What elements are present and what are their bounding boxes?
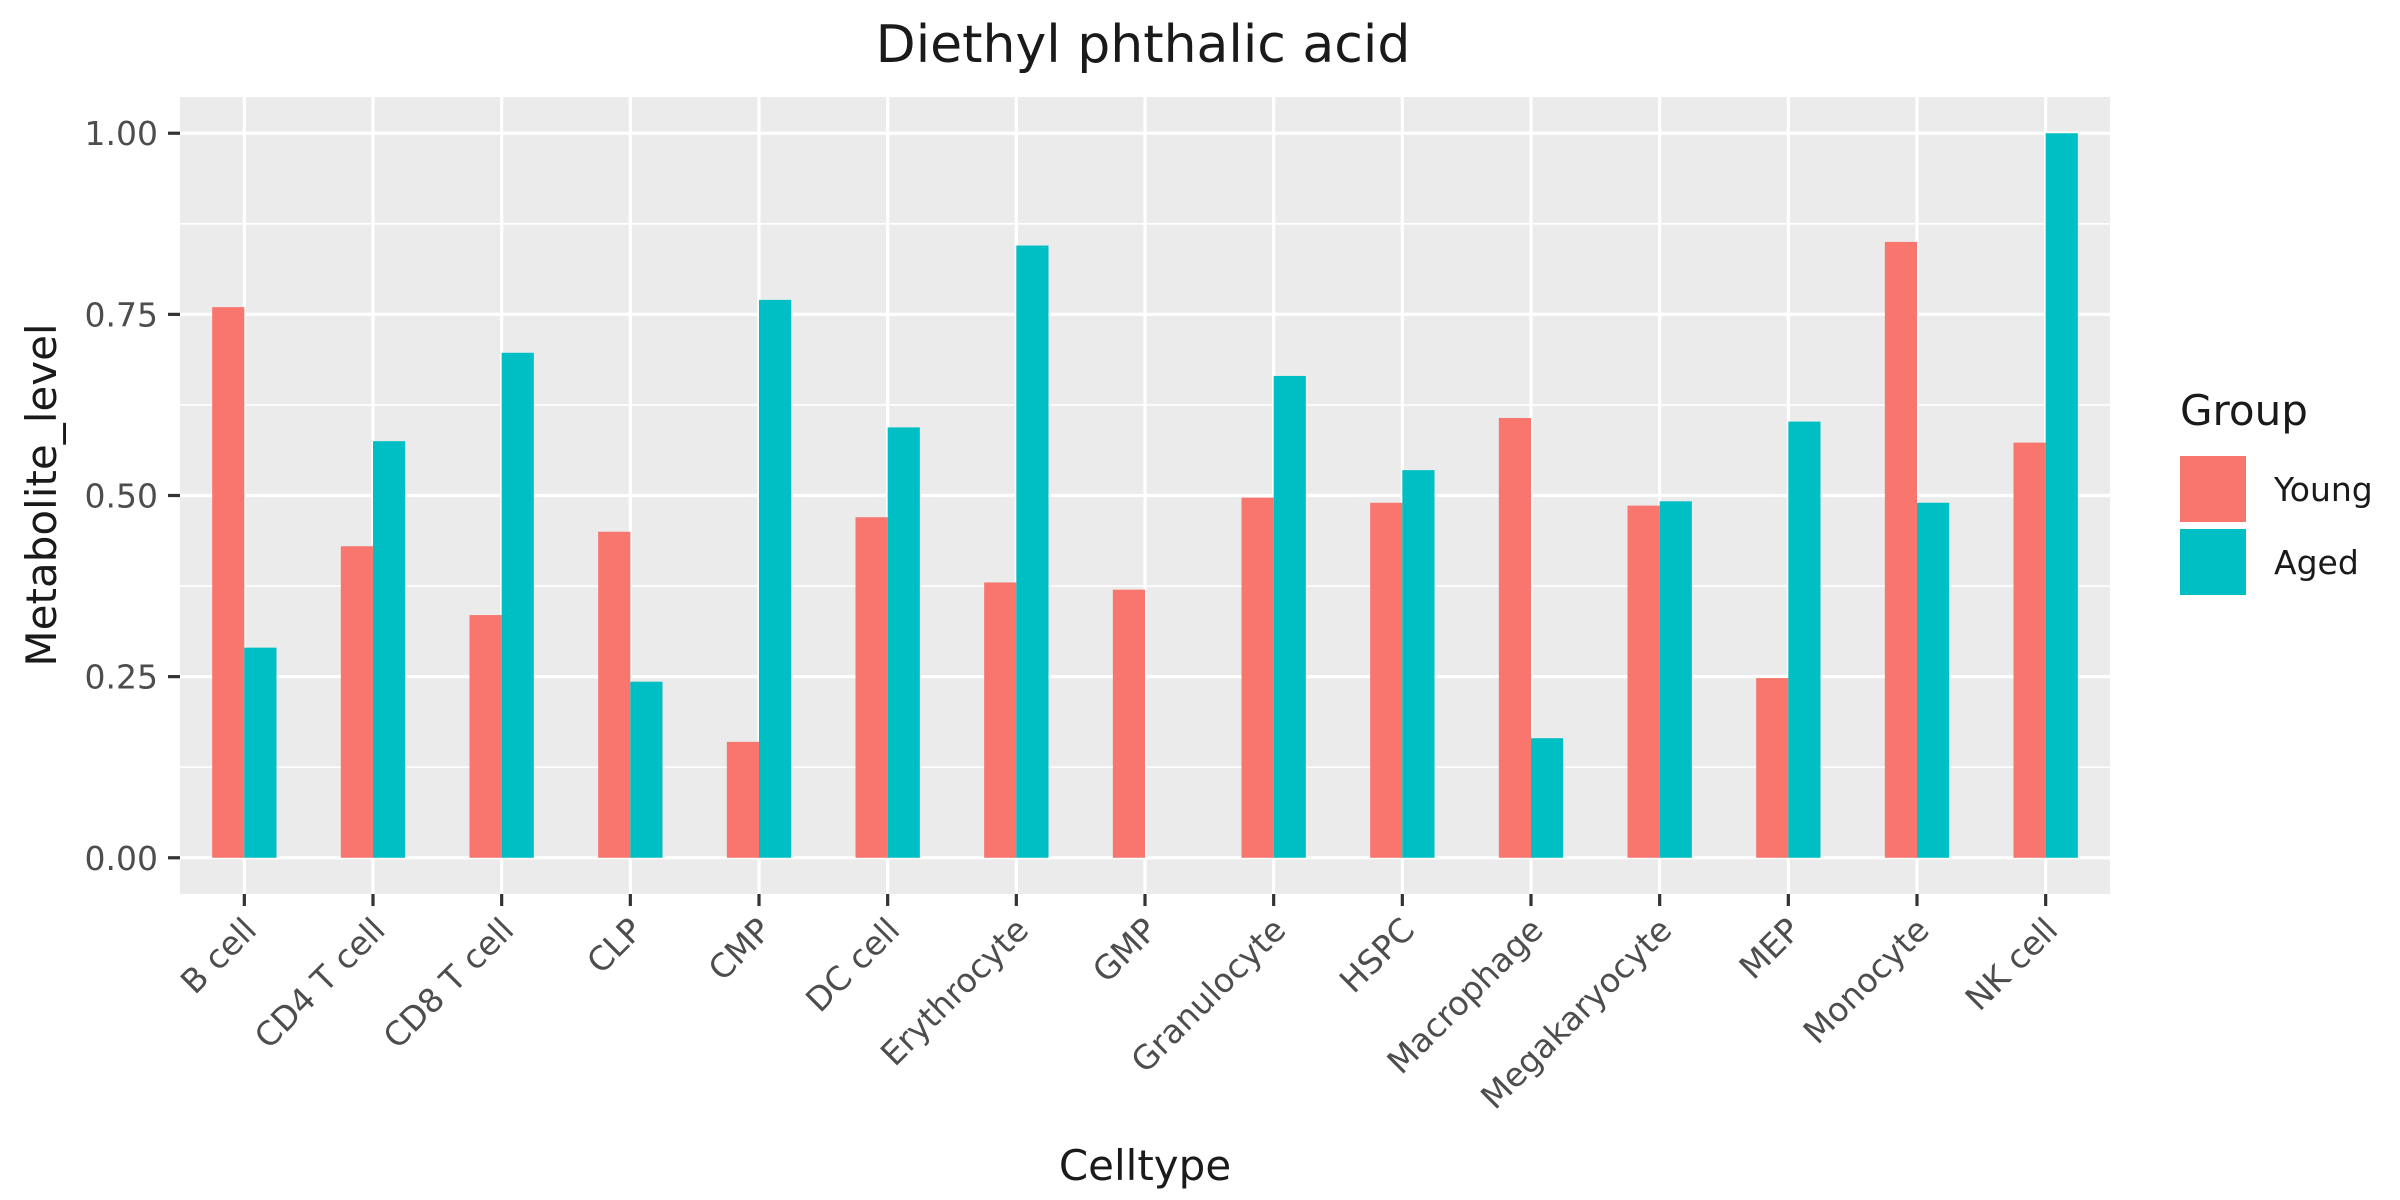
bar-young-monocyte: [1884, 241, 1917, 858]
bar-aged-granulocyte: [1273, 375, 1306, 858]
legend-key-aged: [2180, 529, 2246, 595]
x-tick-label: HSPC: [1332, 910, 1422, 1000]
bar-aged-hspc: [1402, 470, 1435, 858]
y-tick-label: 0.75: [85, 295, 158, 334]
y-tick-label: 0.25: [85, 658, 158, 697]
legend-label-aged: Aged: [2274, 543, 2359, 582]
bar-aged-monocyte: [1917, 502, 1950, 858]
bar-young-nk-cell: [2013, 442, 2046, 858]
x-tick-label: MEP: [1731, 910, 1808, 987]
bar-young-b-cell: [212, 307, 245, 858]
legend: Group Young Aged: [2180, 386, 2373, 595]
bar-aged-macrophage: [1531, 738, 1564, 858]
bar-young-erythrocyte: [984, 582, 1017, 858]
x-tick-label: CLP: [579, 910, 650, 981]
x-tick-label: DC cell: [798, 910, 907, 1019]
bar-aged-nk-cell: [2045, 133, 2078, 858]
bar-young-cd4-t-cell: [340, 546, 373, 858]
bar-aged-erythrocyte: [1016, 245, 1049, 858]
bar-young-granulocyte: [1241, 497, 1274, 858]
bar-aged-mep: [1788, 421, 1821, 858]
bar-aged-megakaryocyte: [1659, 501, 1692, 858]
bar-aged-cd4-t-cell: [373, 441, 406, 858]
legend-key-young: [2180, 456, 2246, 522]
y-tick-label: 1.00: [85, 114, 158, 153]
bar-young-clp: [598, 531, 631, 858]
x-axis-title: Celltype: [1059, 1141, 1231, 1190]
legend-label-young: Young: [2273, 470, 2373, 509]
bar-young-cmp: [726, 741, 759, 858]
bar-young-macrophage: [1498, 417, 1531, 858]
y-tick-label: 0.50: [85, 477, 158, 516]
chart-title: Diethyl phthalic acid: [876, 15, 1411, 75]
y-axis-title: Metabolite_level: [17, 323, 66, 666]
bar-young-mep: [1756, 678, 1789, 858]
bar-aged-cmp: [759, 299, 792, 858]
x-tick-label: Monocyte: [1795, 910, 1936, 1051]
y-axis: 0.00 0.25 0.50 0.75 1.00: [85, 114, 180, 878]
bar-aged-cd8-t-cell: [501, 352, 534, 858]
x-tick-label: CD8 T cell: [375, 910, 521, 1056]
bar-young-dc-cell: [855, 517, 888, 858]
legend-items: Young Aged: [2180, 456, 2373, 595]
x-tick-label: GMP: [1085, 910, 1165, 990]
x-tick-label: CD4 T cell: [247, 910, 393, 1056]
x-tick-label: B cell: [173, 910, 264, 1001]
bar-young-megakaryocyte: [1627, 505, 1660, 858]
bar-aged-b-cell: [244, 647, 277, 858]
x-tick-label: CMP: [701, 910, 779, 988]
x-tick-label: NK cell: [1957, 910, 2065, 1018]
bar-aged-dc-cell: [887, 427, 920, 858]
bar-young-gmp: [1112, 589, 1145, 858]
bars: [212, 133, 2078, 858]
bar-young-cd8-t-cell: [469, 615, 502, 858]
bar-young-hspc: [1370, 502, 1403, 858]
y-tick-label: 0.00: [85, 839, 158, 878]
bar-aged-clp: [630, 681, 663, 858]
legend-title: Group: [2180, 386, 2308, 435]
